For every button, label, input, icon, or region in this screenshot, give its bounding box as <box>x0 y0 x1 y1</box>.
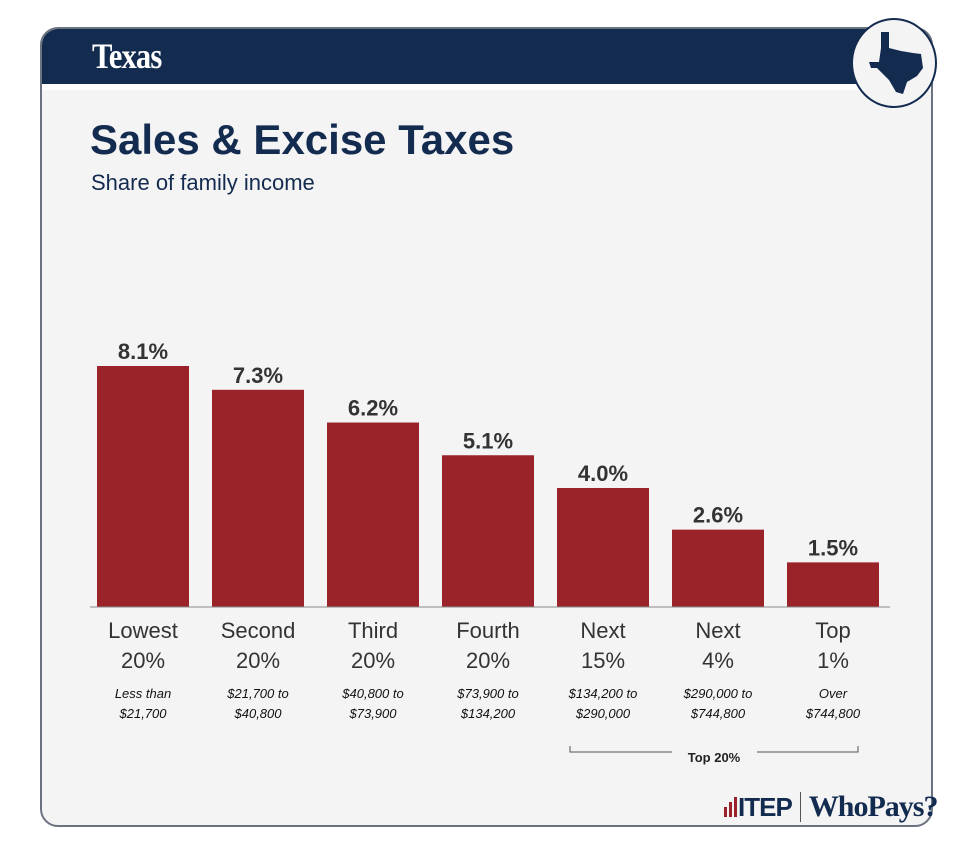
income-range-label: $40,800 to <box>341 686 403 701</box>
income-range-label: Less than <box>115 686 171 701</box>
income-range-label: $744,800 <box>690 706 746 721</box>
income-range-label: $21,700 <box>119 706 168 721</box>
category-label: Second <box>221 618 296 643</box>
income-range-label: $134,200 <box>460 706 516 721</box>
bar <box>442 455 534 607</box>
category-label: 20% <box>121 648 165 673</box>
income-range-label: $744,800 <box>805 706 861 721</box>
category-label: 20% <box>466 648 510 673</box>
income-range-label: $290,000 <box>575 706 631 721</box>
category-label: Next <box>580 618 625 643</box>
bar <box>97 366 189 607</box>
category-label: 4% <box>702 648 734 673</box>
income-range-label: $21,700 to <box>226 686 288 701</box>
income-range-label: $40,800 <box>234 706 283 721</box>
top20-bracket <box>569 746 859 753</box>
category-label: Lowest <box>108 618 178 643</box>
category-label: Third <box>348 618 398 643</box>
bracket-label: Top 20% <box>688 750 741 765</box>
itep-logo: ITEP <box>738 791 793 822</box>
data-label: 2.6% <box>693 503 743 528</box>
data-label: 6.2% <box>348 396 398 421</box>
category-label: 1% <box>817 648 849 673</box>
income-range-label: $73,900 to <box>456 686 518 701</box>
category-label: Fourth <box>456 618 520 643</box>
category-label: 20% <box>236 648 280 673</box>
bar <box>787 562 879 607</box>
bar <box>672 529 764 607</box>
income-range-label: $134,200 to <box>568 686 638 701</box>
bar <box>557 487 649 607</box>
divider <box>799 792 801 822</box>
data-label: 5.1% <box>463 428 513 453</box>
data-label: 1.5% <box>808 535 858 560</box>
chart-subtitle: Share of family income <box>91 170 315 195</box>
state-name: Texas <box>92 36 162 76</box>
category-label: Top <box>815 618 850 643</box>
category-label: 15% <box>581 648 625 673</box>
chart-title: Sales & Excise Taxes <box>90 116 515 163</box>
income-range-label: Over <box>819 686 848 701</box>
data-label: 4.0% <box>578 461 628 486</box>
header-band: Texas <box>42 29 931 90</box>
category-label: Next <box>695 618 740 643</box>
texas-map-icon <box>851 18 937 108</box>
data-label: 7.3% <box>233 363 283 388</box>
income-range-label: $73,900 <box>349 706 398 721</box>
category-label: 20% <box>351 648 395 673</box>
footer-logos: ITEP WhoPays? <box>724 790 939 824</box>
whopays-logo: WhoPays? <box>808 790 939 823</box>
itep-bars-icon <box>724 797 737 817</box>
bar <box>327 422 419 607</box>
data-label: 8.1% <box>118 339 168 364</box>
bar <box>212 389 304 607</box>
income-range-label: $290,000 to <box>683 686 753 701</box>
